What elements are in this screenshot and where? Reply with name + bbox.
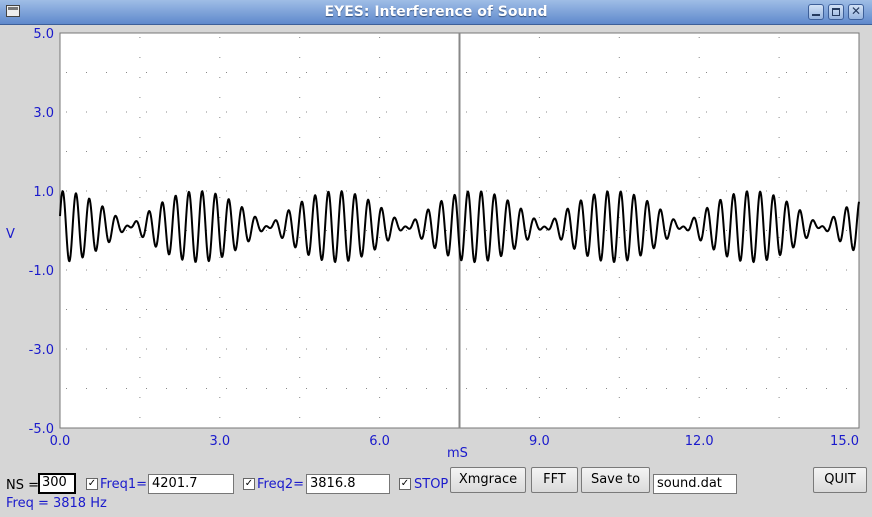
y-tick-label: 5.0	[33, 27, 54, 42]
x-tick-label: 15.0	[830, 434, 859, 449]
freq1-checkbox[interactable]: ✓	[86, 478, 98, 490]
stop-label: STOP	[414, 477, 449, 492]
filename-input[interactable]: sound.dat	[653, 474, 737, 494]
y-axis-label: V	[6, 227, 15, 242]
ns-input[interactable]: 300	[38, 473, 76, 494]
maximize-button[interactable]	[828, 4, 844, 20]
y-tick-label: 3.0	[33, 106, 54, 121]
title-bar[interactable]: EYES: Interference of Sound ✕	[0, 0, 872, 25]
signal-trace	[59, 190, 860, 264]
close-button[interactable]: ✕	[848, 4, 864, 20]
minimize-button[interactable]	[808, 4, 824, 20]
x-tick-label: 3.0	[209, 434, 230, 449]
frequency-readout: Freq = 3818 Hz	[6, 496, 107, 511]
window-title: EYES: Interference of Sound	[324, 4, 548, 20]
y-tick-label: -3.0	[29, 343, 54, 358]
quit-button[interactable]: QUIT	[813, 467, 867, 493]
y-axis-ticks: 5.0 3.0 1.0 -1.0 -3.0 -5.0	[29, 27, 54, 437]
minimize-icon	[812, 14, 820, 16]
freq2-checkbox[interactable]: ✓	[243, 478, 255, 490]
xmgrace-button[interactable]: Xmgrace	[450, 467, 526, 493]
x-tick-label: 0.0	[50, 434, 71, 449]
plot-grid	[66, 37, 859, 428]
y-tick-label: -5.0	[29, 422, 54, 437]
freq1-label: Freq1=	[100, 477, 148, 492]
app-window-icon[interactable]	[6, 5, 20, 17]
oscilloscope-plot[interactable]: 5.0 3.0 1.0 -1.0 -3.0 -5.0 0.0 3.0 6.0 9.0 12.0 15…	[0, 25, 872, 470]
maximize-icon	[832, 8, 840, 16]
y-tick-label: 1.0	[33, 185, 54, 200]
ns-label: NS =	[6, 478, 40, 493]
freq1-input[interactable]: 4201.7	[148, 474, 234, 494]
freq2-label: Freq2=	[257, 477, 305, 492]
freq2-input[interactable]: 3816.8	[306, 474, 390, 494]
save-to-button[interactable]: Save to	[581, 467, 650, 493]
x-tick-label: 9.0	[529, 434, 550, 449]
y-tick-label: -1.0	[29, 264, 54, 279]
x-axis-label: mS	[447, 446, 468, 461]
x-tick-label: 12.0	[685, 434, 714, 449]
x-axis-ticks: 0.0 3.0 6.0 9.0 12.0 15.0	[50, 434, 859, 449]
x-tick-label: 6.0	[369, 434, 390, 449]
fft-button[interactable]: FFT	[531, 467, 578, 493]
app-client-area: 5.0 3.0 1.0 -1.0 -3.0 -5.0 0.0 3.0 6.0 9.0 12.0 15…	[0, 25, 872, 517]
close-icon: ✕	[850, 4, 862, 18]
stop-checkbox[interactable]: ✓	[399, 478, 411, 490]
